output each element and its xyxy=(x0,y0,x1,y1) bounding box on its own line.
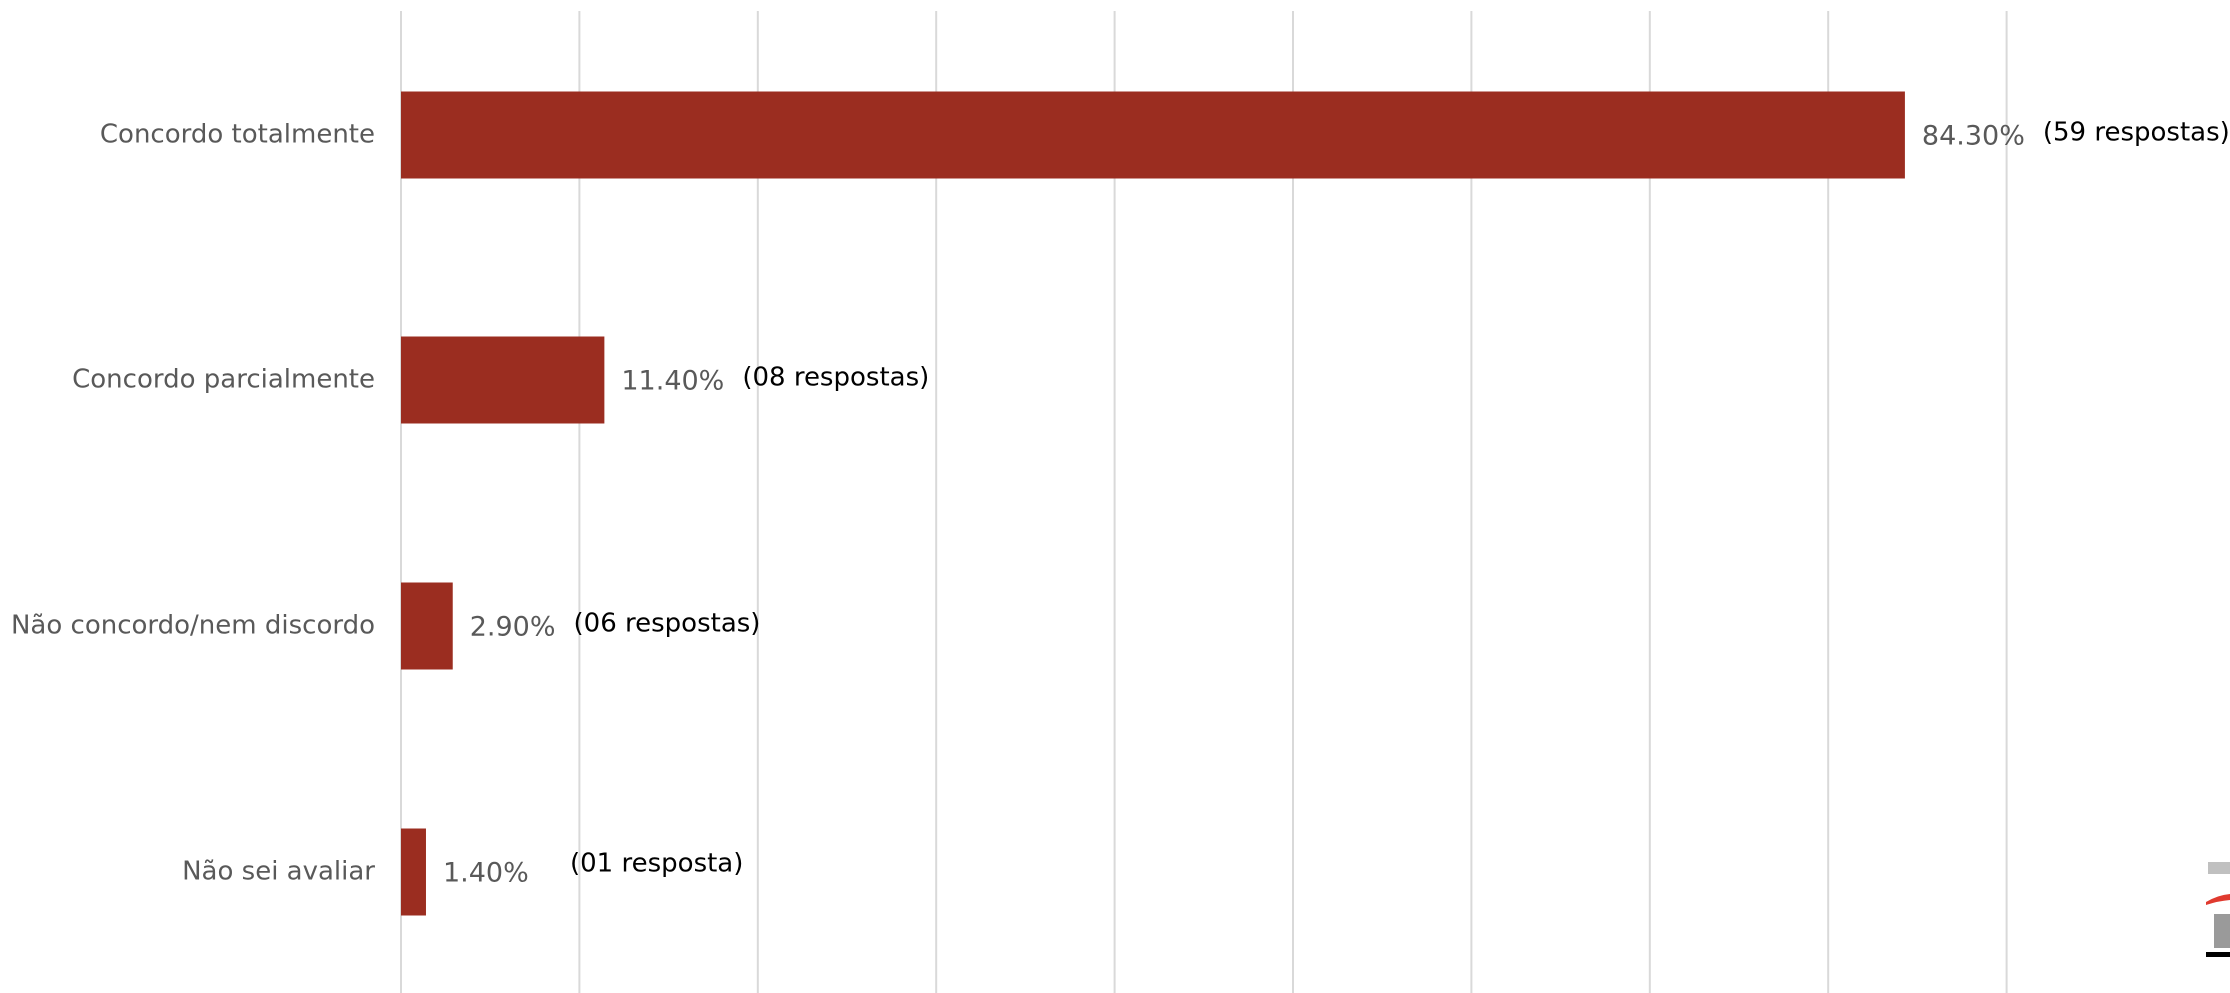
value-label: 1.40% xyxy=(443,858,529,889)
category-label: Não sei avaliar xyxy=(182,857,375,887)
category-label: Concordo totalmente xyxy=(100,120,375,150)
logo xyxy=(2206,862,2230,957)
value-label: 2.90% xyxy=(470,612,556,643)
category-label: Concordo parcialmente xyxy=(72,365,375,395)
bar xyxy=(401,336,605,424)
category-label: Não concordo/nem discordo xyxy=(11,611,375,641)
annotation: (06 respostas) xyxy=(574,609,761,639)
annotation: (08 respostas) xyxy=(742,363,929,393)
bar xyxy=(401,828,426,916)
annotation: (01 resposta) xyxy=(570,849,743,879)
bar xyxy=(401,91,1905,179)
annotation: (59 respostas) xyxy=(2043,118,2230,148)
value-label: 84.30% xyxy=(1922,121,2025,152)
value-label: 11.40% xyxy=(621,366,724,397)
bar xyxy=(401,582,453,670)
